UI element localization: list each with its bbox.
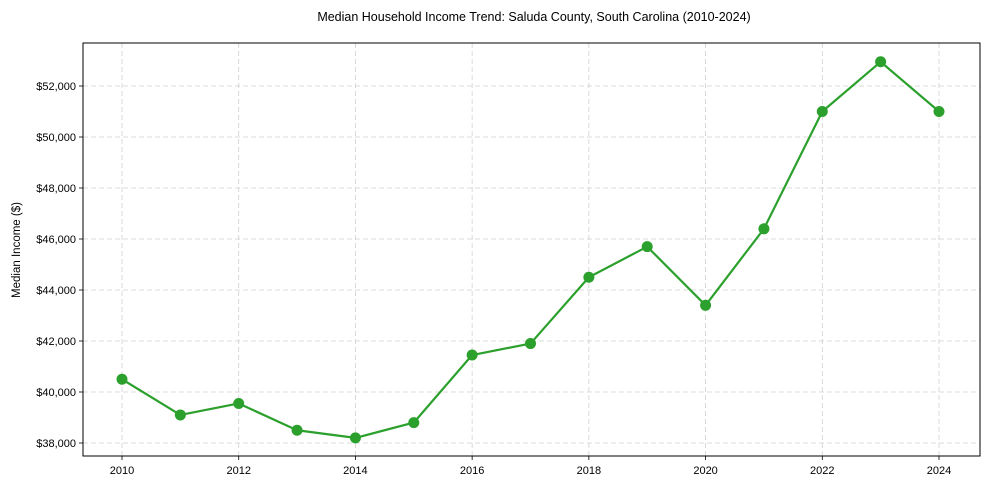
x-tick-label: 2014 <box>343 465 367 477</box>
data-point-marker <box>933 106 945 117</box>
y-tick-label: $46,000 <box>36 234 76 246</box>
x-tick-label: 2022 <box>810 465 834 477</box>
data-point-marker <box>875 56 887 68</box>
data-point-marker <box>349 432 361 444</box>
plot-frame <box>82 42 981 457</box>
data-point-marker <box>816 106 828 117</box>
x-tick-label: 2018 <box>577 465 601 477</box>
data-point-marker <box>408 417 420 429</box>
data-point-marker <box>583 271 595 283</box>
y-tick-label: $42,000 <box>36 336 76 348</box>
y-tick-label: $40,000 <box>36 387 76 399</box>
y-tick-label: $52,000 <box>36 81 76 93</box>
x-tick-label: 2020 <box>693 465 717 477</box>
data-point-marker <box>758 223 770 235</box>
x-axis: 2010 2012 2014 2016 2018 2020 2022 2024 <box>110 456 951 477</box>
data-point-marker <box>116 373 128 385</box>
y-tick-label: $48,000 <box>36 183 76 195</box>
data-point-marker <box>233 397 245 409</box>
data-point-marker <box>525 338 536 350</box>
data-point-marker <box>641 241 653 253</box>
data-point-marker <box>466 349 478 361</box>
y-axis: $38,000 $40,000 $42,000 $44,000 $46,000 $48,0… <box>36 81 83 450</box>
series-line <box>121 60 940 439</box>
data-point-marker <box>700 299 712 311</box>
x-tick-label: 2016 <box>460 465 484 477</box>
x-tick-label: 2024 <box>927 465 951 477</box>
y-tick-label: $38,000 <box>36 438 76 450</box>
grid-lines <box>83 43 980 456</box>
y-tick-label: $44,000 <box>36 285 76 297</box>
data-point-marker <box>174 409 186 421</box>
y-tick-label: $50,000 <box>36 132 76 144</box>
data-series <box>116 56 945 444</box>
x-tick-label: 2012 <box>226 465 250 477</box>
y-axis-label: Median Income ($) <box>11 202 23 298</box>
x-tick-label: 2010 <box>110 465 134 477</box>
data-point-marker <box>291 424 303 436</box>
chart-title: Median Household Income Trend: Saluda Co… <box>317 10 750 24</box>
